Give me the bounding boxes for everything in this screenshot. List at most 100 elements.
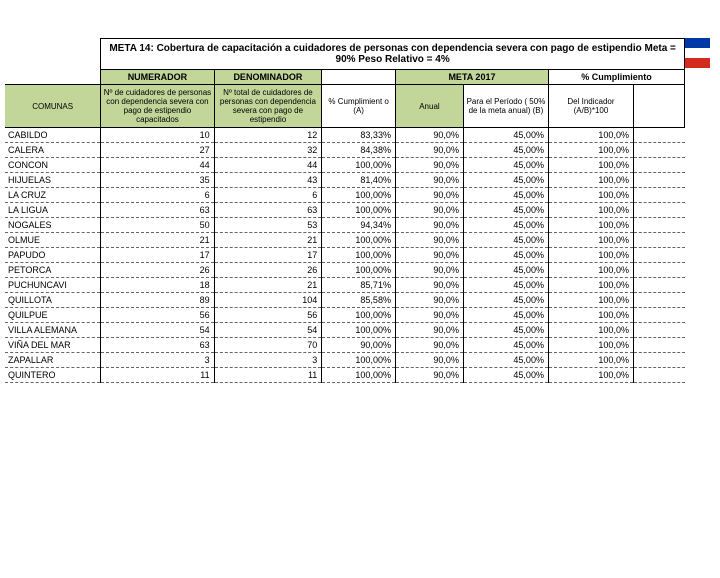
cell-empty: [633, 143, 684, 158]
cell-empty: [633, 308, 684, 323]
cell-num: 26: [101, 263, 214, 278]
cell-pct: 100,00%: [322, 188, 396, 203]
cell-anual: 90,0%: [395, 218, 463, 233]
cell-periodo: 45,00%: [463, 263, 548, 278]
cell-periodo: 45,00%: [463, 248, 548, 263]
cell-empty: [633, 188, 684, 203]
cell-empty: [633, 203, 684, 218]
cell-pct: 100,00%: [322, 323, 396, 338]
hdr-den-desc: Nº total de cuidadores de personas con d…: [214, 85, 322, 128]
cell-num: 11: [101, 368, 214, 383]
table-row: CABILDO101283,33%90,0%45,00%100,0%: [5, 128, 685, 143]
cell-pct: 100,00%: [322, 233, 396, 248]
cell-anual: 90,0%: [395, 188, 463, 203]
cell-den: 21: [214, 233, 322, 248]
table-row: QUILPUE5656100,00%90,0%45,00%100,0%: [5, 308, 685, 323]
cell-comuna: LA LIGUA: [5, 203, 101, 218]
cell-num: 17: [101, 248, 214, 263]
hdr-numerador: NUMERADOR: [101, 70, 214, 85]
cell-den: 32: [214, 143, 322, 158]
cell-anual: 90,0%: [395, 368, 463, 383]
cell-anual: 90,0%: [395, 338, 463, 353]
cell-empty: [633, 218, 684, 233]
cell-pct: 94,34%: [322, 218, 396, 233]
cell-comuna: ZAPALLAR: [5, 353, 101, 368]
cell-num: 27: [101, 143, 214, 158]
cell-empty: [633, 128, 684, 143]
cell-anual: 90,0%: [395, 323, 463, 338]
cell-ind: 100,0%: [548, 308, 633, 323]
cell-periodo: 45,00%: [463, 338, 548, 353]
cell-ind: 100,0%: [548, 278, 633, 293]
cell-ind: 100,0%: [548, 128, 633, 143]
cell-pct: 100,00%: [322, 158, 396, 173]
cell-den: 63: [214, 203, 322, 218]
cell-num: 10: [101, 128, 214, 143]
cell-ind: 100,0%: [548, 263, 633, 278]
cell-pct: 100,00%: [322, 368, 396, 383]
cell-comuna: CALERA: [5, 143, 101, 158]
table-row: QUILLOTA8910485,58%90,0%45,00%100,0%: [5, 293, 685, 308]
cell-den: 11: [214, 368, 322, 383]
table-row: VILLA ALEMANA5454100,00%90,0%45,00%100,0…: [5, 323, 685, 338]
cell-anual: 90,0%: [395, 353, 463, 368]
table-row: ZAPALLAR33100,00%90,0%45,00%100,0%: [5, 353, 685, 368]
table-row: QUINTERO1111100,00%90,0%45,00%100,0%: [5, 368, 685, 383]
cell-comuna: QUINTERO: [5, 368, 101, 383]
cell-anual: 90,0%: [395, 248, 463, 263]
cell-periodo: 45,00%: [463, 203, 548, 218]
table-row: OLMUE2121100,00%90,0%45,00%100,0%: [5, 233, 685, 248]
cell-anual: 90,0%: [395, 143, 463, 158]
cell-den: 6: [214, 188, 322, 203]
cell-anual: 90,0%: [395, 158, 463, 173]
hdr-meta2017: META 2017: [395, 70, 548, 85]
cell-anual: 90,0%: [395, 128, 463, 143]
cell-den: 56: [214, 308, 322, 323]
table-row: HIJUELAS354381,40%90,0%45,00%100,0%: [5, 173, 685, 188]
cell-comuna: CONCON: [5, 158, 101, 173]
cell-empty: [633, 353, 684, 368]
cell-comuna: CABILDO: [5, 128, 101, 143]
table-row: CONCON4444100,00%90,0%45,00%100,0%: [5, 158, 685, 173]
cell-periodo: 45,00%: [463, 173, 548, 188]
table-row: PETORCA2626100,00%90,0%45,00%100,0%: [5, 263, 685, 278]
cell-empty: [633, 158, 684, 173]
cell-pct: 85,58%: [322, 293, 396, 308]
table-row: CALERA273284,38%90,0%45,00%100,0%: [5, 143, 685, 158]
hdr-periodo: Para el Período ( 50% de la meta anual) …: [463, 85, 548, 128]
cell-empty: [633, 248, 684, 263]
table-row: LA CRUZ66100,00%90,0%45,00%100,0%: [5, 188, 685, 203]
cell-periodo: 45,00%: [463, 233, 548, 248]
cell-ind: 100,0%: [548, 338, 633, 353]
hdr-num-desc: Nº de cuidadores de personas con depende…: [101, 85, 214, 128]
cell-comuna: VIÑA DEL MAR: [5, 338, 101, 353]
table-row: NOGALES505394,34%90,0%45,00%100,0%: [5, 218, 685, 233]
cell-ind: 100,0%: [548, 173, 633, 188]
cell-den: 44: [214, 158, 322, 173]
cell-periodo: 45,00%: [463, 143, 548, 158]
cell-ind: 100,0%: [548, 293, 633, 308]
cell-empty: [633, 338, 684, 353]
cell-anual: 90,0%: [395, 173, 463, 188]
hdr-denominador: DENOMINADOR: [214, 70, 322, 85]
cell-comuna: NOGALES: [5, 218, 101, 233]
cell-periodo: 45,00%: [463, 218, 548, 233]
cell-pct: 100,00%: [322, 353, 396, 368]
cell-pct: 90,00%: [322, 338, 396, 353]
table-row: VIÑA DEL MAR637090,00%90,0%45,00%100,0%: [5, 338, 685, 353]
cell-comuna: HIJUELAS: [5, 173, 101, 188]
cell-num: 35: [101, 173, 214, 188]
cell-den: 3: [214, 353, 322, 368]
hdr-cumplimiento: % Cumplimiento: [548, 70, 684, 85]
cell-pct: 81,40%: [322, 173, 396, 188]
cell-pct: 100,00%: [322, 248, 396, 263]
cell-pct: 100,00%: [322, 203, 396, 218]
cell-periodo: 45,00%: [463, 353, 548, 368]
cell-empty: [633, 293, 684, 308]
cell-num: 63: [101, 203, 214, 218]
cell-comuna: VILLA ALEMANA: [5, 323, 101, 338]
hdr-pct-desc: % Cumplimient o (A): [322, 85, 396, 128]
cell-ind: 100,0%: [548, 233, 633, 248]
cell-pct: 84,38%: [322, 143, 396, 158]
cell-anual: 90,0%: [395, 233, 463, 248]
